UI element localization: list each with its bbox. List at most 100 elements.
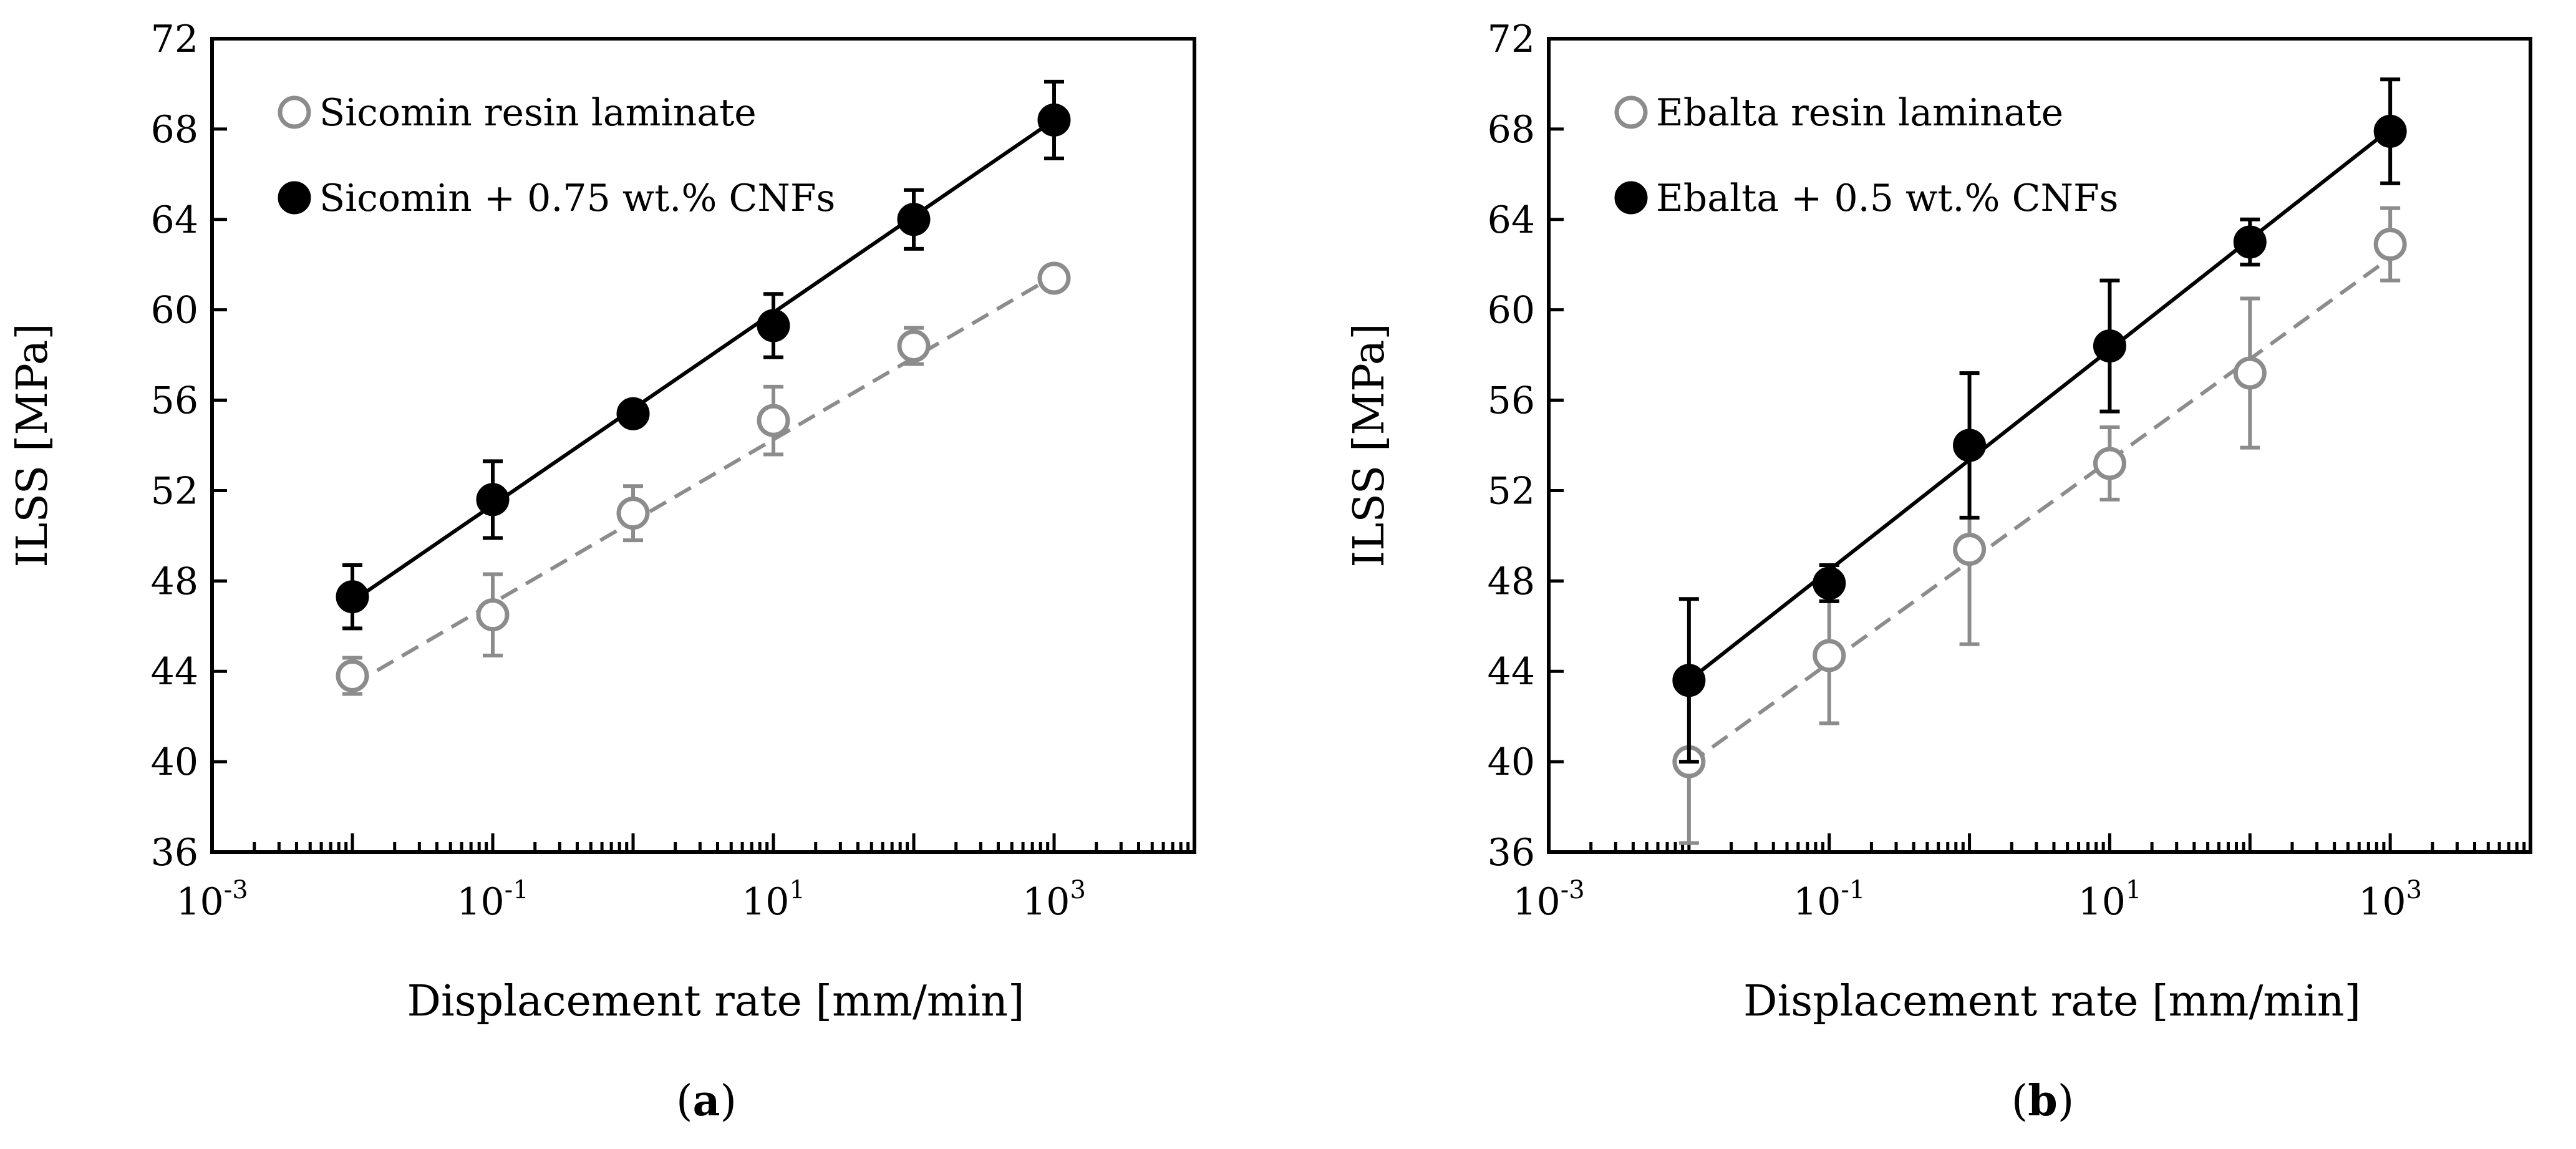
panel-label-letter: a — [692, 1076, 720, 1126]
data-point — [1037, 103, 1071, 137]
x-tick-base: 10 — [2078, 880, 2126, 924]
series-0 — [1672, 206, 2407, 845]
x-tick-base: 10 — [1513, 880, 1560, 924]
y-tick-label: 52 — [1488, 469, 1535, 513]
data-point — [2093, 447, 2126, 480]
y-tick-label: 36 — [151, 831, 198, 875]
data-point — [897, 203, 931, 236]
data-point — [2093, 329, 2126, 363]
x-tick-label: 10-1 — [457, 876, 528, 924]
x-axis-title: Displacement rate [mm/min] — [407, 977, 1025, 1026]
x-tick-exponent: -3 — [1561, 876, 1585, 904]
legend-marker — [1614, 181, 1648, 215]
data-point — [1813, 566, 1846, 600]
y-tick-label: 68 — [1488, 108, 1535, 152]
x-tick-label: 10-1 — [1793, 876, 1865, 924]
legend-label: Sicomin + 0.75 wt.% CNFs — [319, 177, 835, 220]
x-tick-exponent: 3 — [1070, 876, 1085, 904]
y-axis-title: ILSS [MPa] — [1345, 323, 1394, 568]
data-point — [2373, 228, 2407, 261]
plot-frame — [210, 37, 1196, 854]
data-point — [1672, 664, 1706, 697]
fit-line — [351, 118, 1055, 603]
legend-label: Sicomin resin laminate — [319, 91, 757, 135]
fit-line — [351, 274, 1055, 687]
y-tick-label: 40 — [1488, 740, 1535, 784]
y-tick-label: 64 — [1488, 198, 1535, 242]
y-tick-label: 36 — [1488, 831, 1535, 875]
legend-entry: Ebalta + 0.5 wt.% CNFs — [1614, 177, 2118, 220]
data-point — [897, 329, 931, 363]
y-tick-label: 44 — [151, 650, 198, 694]
y-axis-title: ILSS [MPa] — [8, 323, 57, 568]
series-1 — [336, 79, 1071, 631]
x-tick-base: 10 — [2358, 880, 2406, 924]
y-tick-label: 52 — [151, 469, 198, 513]
data-point — [757, 404, 790, 437]
data-point — [1813, 639, 1846, 672]
y-tick-label: 40 — [151, 740, 198, 784]
y-tick-label: 48 — [151, 560, 198, 603]
x-tick-label: 101 — [742, 876, 805, 924]
data-point — [336, 580, 369, 614]
panel-label: (a) — [676, 1076, 737, 1126]
data-point — [2233, 356, 2267, 390]
x-tick-exponent: -3 — [224, 876, 248, 904]
y-tick-label: 56 — [151, 379, 198, 423]
x-tick-label: 10-3 — [1513, 876, 1584, 924]
legend-label: Ebalta resin laminate — [1656, 91, 2063, 135]
data-point — [616, 497, 650, 530]
panel-label-letter: b — [2028, 1076, 2058, 1126]
x-tick-base: 10 — [176, 880, 223, 924]
panel-label-paren: ) — [720, 1077, 737, 1126]
x-tick-label: 103 — [1022, 876, 1086, 924]
panel-label: (b) — [2012, 1076, 2075, 1126]
y-tick-label: 44 — [1488, 650, 1535, 694]
data-point — [336, 659, 369, 692]
x-tick-label: 103 — [2358, 876, 2422, 924]
x-tick-base: 10 — [742, 880, 789, 924]
legend-entry: Sicomin resin laminate — [278, 91, 757, 135]
series-0 — [336, 261, 1071, 696]
x-tick-base: 10 — [1022, 880, 1070, 924]
data-point — [2233, 225, 2267, 259]
x-tick-exponent: 1 — [2126, 876, 2141, 904]
y-tick-label: 60 — [151, 289, 198, 332]
y-tick-label: 68 — [151, 108, 198, 152]
fit-line — [1688, 127, 2391, 682]
panel-label-paren: ( — [2012, 1077, 2028, 1126]
y-tick-label: 72 — [1488, 17, 1535, 61]
legend-entry: Sicomin + 0.75 wt.% CNFs — [278, 177, 835, 220]
series-1 — [1672, 77, 2407, 764]
y-tick-label: 72 — [151, 17, 198, 61]
data-point — [1953, 533, 1987, 566]
y-tick-label: 60 — [1488, 289, 1535, 332]
y-tick-label: 56 — [1488, 379, 1535, 423]
data-point — [616, 397, 650, 430]
data-point — [757, 309, 790, 342]
fit-line — [1688, 256, 2391, 766]
data-point — [2373, 115, 2407, 148]
legend-label: Ebalta + 0.5 wt.% CNFs — [1656, 177, 2118, 220]
x-tick-label: 10-3 — [176, 876, 248, 924]
panel-label-paren: ( — [676, 1077, 693, 1126]
data-point — [476, 598, 510, 632]
panel-label-paren: ) — [2058, 1077, 2075, 1126]
legend-marker — [1614, 95, 1648, 129]
x-tick-exponent: 3 — [2406, 876, 2422, 904]
x-tick-exponent: -1 — [505, 876, 529, 904]
x-tick-base: 10 — [457, 880, 504, 924]
x-tick-exponent: 1 — [789, 876, 805, 904]
x-tick-exponent: -1 — [1841, 876, 1865, 904]
y-tick-label: 64 — [151, 198, 198, 242]
legend-marker — [278, 95, 311, 129]
plot-frame — [1547, 37, 2532, 854]
legend-marker — [278, 181, 311, 215]
data-point — [1037, 261, 1071, 295]
data-point — [476, 483, 510, 516]
x-axis-title: Displacement rate [mm/min] — [1743, 977, 2361, 1026]
